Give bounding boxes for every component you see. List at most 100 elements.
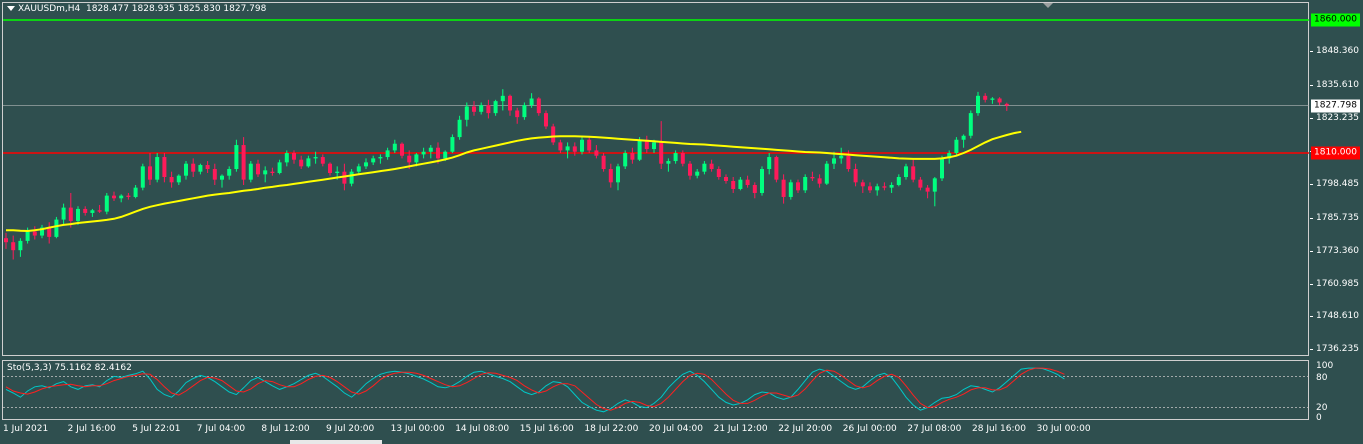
candle-body [407, 155, 412, 163]
candle [349, 169, 354, 187]
candle-body [241, 145, 246, 180]
candle-body [558, 142, 563, 151]
candle [400, 142, 404, 159]
candle-body [990, 98, 995, 100]
candle [40, 224, 44, 239]
candle [32, 226, 37, 240]
candle-body [824, 163, 829, 184]
collapse-triangle-icon[interactable] [7, 6, 15, 11]
candle-body [198, 165, 203, 172]
candle-body [472, 106, 476, 112]
candle-body [464, 106, 469, 120]
candle [97, 204, 102, 213]
candle-body [745, 179, 750, 185]
candle-body [652, 142, 656, 150]
candle [313, 151, 318, 164]
candle [904, 163, 908, 180]
candle-body [328, 163, 332, 174]
candle [328, 162, 332, 176]
candle [623, 150, 628, 170]
candle [940, 155, 944, 181]
candle [709, 159, 714, 172]
horizontal-scrollbar[interactable] [290, 440, 382, 444]
candle [860, 179, 865, 193]
candle [119, 194, 124, 203]
candle-body [32, 231, 37, 236]
candle-body [947, 153, 952, 159]
candle [990, 97, 995, 104]
candle [673, 150, 678, 164]
candle-body [522, 105, 527, 118]
candle [198, 163, 203, 175]
candle-body [580, 139, 584, 152]
candle-body [680, 153, 685, 164]
candle-body [392, 143, 397, 151]
candle-body [839, 155, 844, 159]
candle [205, 161, 210, 174]
candle [961, 134, 966, 148]
candle-body [47, 227, 52, 237]
price-tick-mark [1310, 283, 1313, 285]
candle [104, 192, 109, 215]
candle-body [904, 166, 908, 178]
main-chart-pane[interactable] [2, 2, 1309, 356]
candle-body [263, 170, 268, 175]
candle [155, 153, 160, 183]
candle-body [227, 169, 232, 176]
candle [18, 238, 23, 257]
candle [745, 175, 750, 188]
time-tick-label: 26 Jul 00:00 [842, 424, 897, 434]
candle-body [536, 98, 541, 114]
candle [61, 203, 66, 225]
price-tick-mark [1310, 217, 1313, 219]
chart-shift-marker-icon[interactable] [1043, 3, 1053, 8]
candle [976, 91, 980, 116]
candle [767, 153, 772, 175]
candle-body [270, 171, 275, 174]
symbol-label: XAUUSDm,H4 [18, 4, 81, 14]
candle [616, 163, 620, 191]
candle-body [191, 163, 196, 172]
stochastic-signal-line [5, 367, 1065, 411]
current-price-tag: 1827.798 [1311, 99, 1360, 113]
candle-body [875, 186, 880, 191]
candle [47, 222, 52, 244]
price-tick-label: 1736.235 [1316, 344, 1359, 355]
candle-body [925, 187, 930, 192]
candle-body [695, 171, 700, 176]
candle [925, 184, 930, 199]
candle-body [832, 158, 836, 164]
time-tick-label: 8 Jul 12:00 [261, 424, 310, 434]
candle-body [486, 105, 491, 114]
candle-body [76, 208, 80, 221]
time-tick-label: 7 Jul 04:00 [196, 424, 246, 434]
time-tick-label: 13 Jul 00:00 [390, 424, 445, 434]
candle-body [731, 180, 736, 189]
candle-body [364, 162, 368, 167]
candle [371, 155, 376, 166]
price-axis[interactable]: 1848.3601835.6101823.2351810.8601798.485… [1310, 0, 1363, 444]
candle-body [630, 153, 635, 160]
candle [176, 174, 181, 185]
stochastic-pane[interactable] [2, 360, 1309, 420]
candle-body [277, 162, 282, 174]
candle-body [248, 163, 253, 180]
time-tick-label: 30 Jul 00:00 [1036, 424, 1091, 434]
candle-body [868, 186, 872, 191]
time-tick-label: 1 Jul 2021 [3, 424, 49, 434]
candle-body [644, 139, 649, 150]
candle [760, 166, 764, 196]
price-tick-mark [1310, 349, 1313, 351]
candle-body [349, 171, 354, 184]
price-tick-mark [1310, 316, 1313, 318]
candle-body [1004, 103, 1009, 106]
candle-body [961, 135, 966, 140]
candle-body [133, 187, 138, 197]
candle [644, 135, 649, 154]
candle-body [932, 178, 937, 192]
candle-body [551, 126, 556, 143]
candle [680, 150, 685, 167]
time-tick-label: 15 Jul 16:00 [519, 424, 574, 434]
candle-body [284, 153, 289, 163]
